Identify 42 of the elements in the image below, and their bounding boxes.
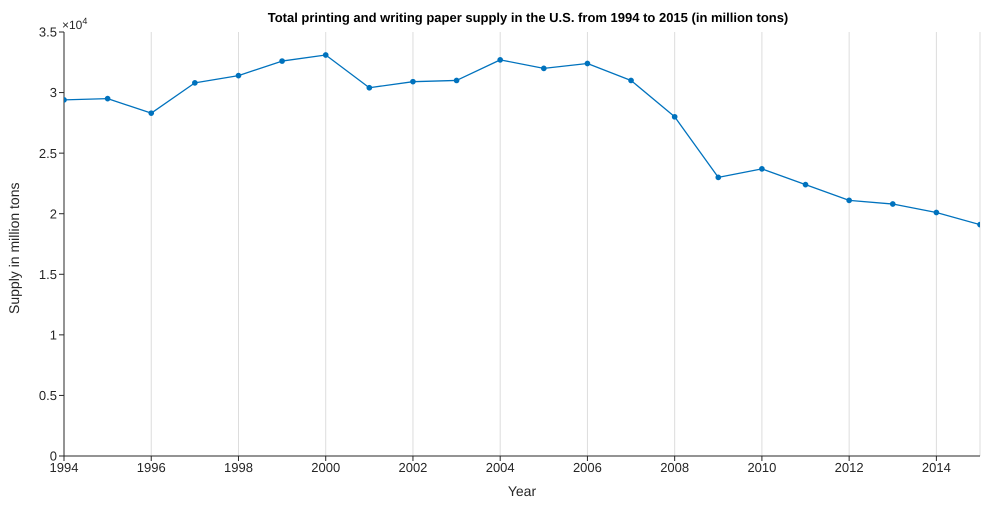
x-axis-title: Year [508, 483, 536, 499]
point [279, 58, 285, 64]
point [322, 52, 329, 58]
point [497, 57, 504, 63]
x-tick-label: 2014 [922, 460, 951, 476]
x-tick-label: 1998 [224, 460, 253, 476]
y-tick-label: 2 [50, 206, 57, 222]
point [236, 72, 242, 78]
point [759, 166, 765, 172]
chart-title: Total printing and writing paper supply in the U.S. from 1994 to 2015 (in million tons) [268, 10, 788, 25]
point [846, 198, 852, 204]
x-tick-label: 2006 [572, 460, 602, 476]
x-tick-label: 2002 [398, 460, 428, 476]
y-tick-label: 2.5 [38, 146, 57, 161]
annotation: ×10$^{4}$ [62, 16, 88, 32]
point [802, 182, 808, 188]
y-axis-title: Supply in million tons [6, 182, 22, 314]
point [192, 80, 198, 86]
y-tick-label: 3 [50, 85, 57, 100]
line-series [64, 52, 980, 228]
point [584, 60, 590, 66]
point [890, 201, 896, 207]
y-tick-label: 1 [50, 327, 57, 342]
point [934, 210, 940, 216]
point [410, 78, 416, 85]
point [672, 114, 678, 120]
y-tick-label: 1.5 [38, 266, 57, 282]
x-tick-label: 2004 [486, 460, 515, 476]
x-tick-label: 1996 [136, 460, 166, 476]
point [104, 96, 110, 102]
point [715, 174, 722, 180]
point [540, 65, 547, 72]
x-tick-label: 2010 [747, 460, 776, 476]
y-tick-label: 3.5 [38, 24, 57, 40]
y-tick-label: 0.5 [38, 388, 57, 404]
point [148, 110, 154, 116]
point [454, 78, 460, 84]
x-tick-label: 2012 [834, 460, 864, 476]
point [628, 78, 634, 84]
x-tick-label: 2000 [311, 460, 340, 476]
x-tick-label: 2008 [660, 460, 690, 476]
point [366, 84, 372, 91]
